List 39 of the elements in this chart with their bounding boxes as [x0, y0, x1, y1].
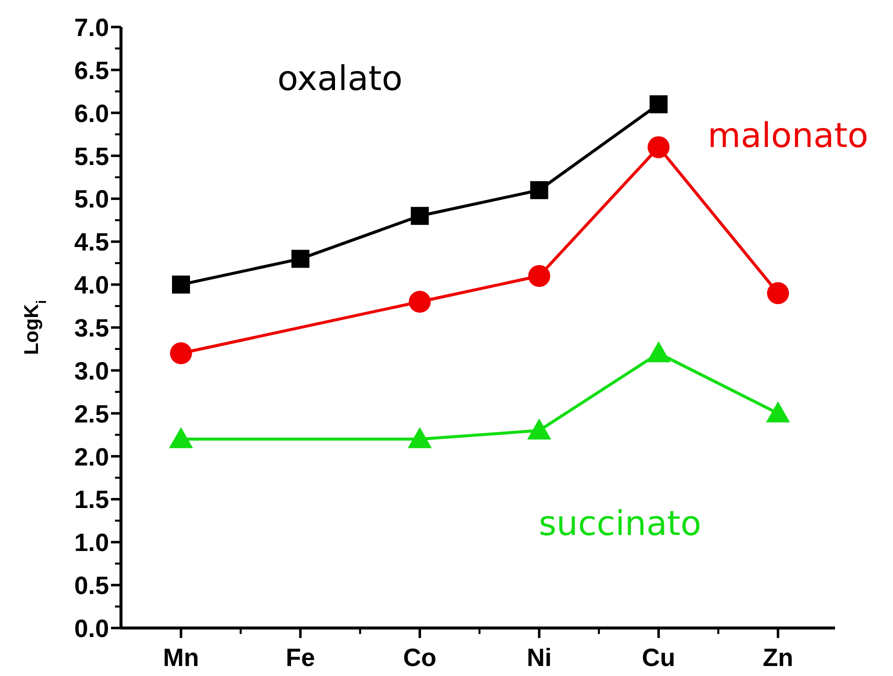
y-tick-label: 4.0: [74, 272, 109, 300]
point: [646, 341, 671, 362]
x-tick-label: Fe: [286, 644, 316, 672]
point: [291, 250, 310, 268]
y-tick-label: 3.0: [74, 357, 109, 386]
point: [172, 276, 190, 294]
series-label: succinato: [538, 504, 702, 544]
point: [528, 264, 550, 287]
point: [766, 401, 790, 422]
y-tick-label: 1.5: [74, 486, 110, 514]
y-tick-label: 7.0: [74, 14, 109, 42]
point: [410, 206, 429, 225]
y-tick-label: 4.5: [74, 228, 110, 257]
y-tick-label: 3.5: [74, 314, 110, 342]
point: [169, 427, 193, 448]
point: [650, 95, 668, 114]
x-tick-label: Zn: [762, 644, 794, 672]
y-tick-label: 5.0: [74, 186, 109, 214]
point: [767, 282, 789, 304]
y-tick-label: 2.5: [74, 400, 110, 428]
text: oxalato: [277, 59, 403, 99]
point: [408, 427, 432, 448]
point: [170, 342, 192, 364]
x-tick-label: Co: [403, 644, 436, 672]
y-tick-label: 0.0: [74, 615, 109, 643]
point: [648, 136, 670, 158]
point: [527, 418, 552, 440]
x-tick-label: Ni: [526, 644, 552, 672]
point: [408, 290, 431, 313]
y-tick-label: 0.5: [74, 572, 110, 600]
y-tick-label: 1.0: [74, 529, 109, 558]
y-tick-label: 6.0: [74, 100, 109, 128]
point: [530, 181, 548, 200]
x-tick-label: Mn: [162, 644, 200, 672]
y-tick-label: 5.5: [74, 142, 110, 171]
series-label: malonato: [708, 116, 868, 156]
x-tick-label: Cu: [642, 644, 676, 672]
y-tick-label: 6.5: [74, 56, 110, 85]
y-tick-label: 2.0: [74, 443, 109, 472]
